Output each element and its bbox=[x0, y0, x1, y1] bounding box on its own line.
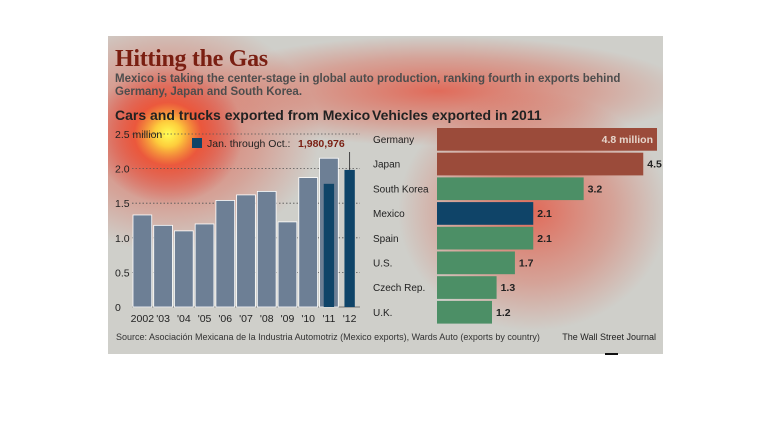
country-label: U.S. bbox=[373, 259, 392, 270]
bar-annual bbox=[132, 214, 153, 308]
y-tick-label: 2.5 million bbox=[115, 129, 162, 141]
y-tick-label: 1.5 bbox=[115, 198, 130, 210]
mexico-exports-chart: 0 0.5 1.0 1.5 2.0 2.5 million 2002'03 '04 '05 '06… bbox=[115, 129, 360, 325]
infographic: Hitting the Gas Mexico is taking the cen… bbox=[108, 36, 663, 354]
bar-country bbox=[437, 177, 584, 201]
value-label: 4.8 million bbox=[602, 134, 653, 146]
country-label: Japan bbox=[373, 160, 400, 171]
legend-value: 1,980,976 bbox=[298, 138, 345, 150]
bar-country bbox=[437, 276, 497, 299]
y-tick-label: 0.5 bbox=[115, 267, 130, 279]
y-tick-label: 0 bbox=[115, 302, 121, 314]
y-tick-label: 2.0 bbox=[115, 164, 130, 176]
country-label: Spain bbox=[373, 234, 399, 245]
x-tick-label: '10 bbox=[301, 313, 315, 325]
country-label: U.K. bbox=[373, 308, 392, 319]
bar-country bbox=[437, 202, 534, 225]
source-note: Source: Asociación Mexicana de la Indust… bbox=[116, 332, 540, 342]
credit: The Wall Street Journal bbox=[562, 332, 656, 342]
divider-mark bbox=[605, 353, 618, 355]
value-label: 2.1 bbox=[537, 233, 552, 245]
x-tick-label: '04 bbox=[177, 313, 191, 325]
value-label: 3.2 bbox=[588, 183, 603, 195]
bar-annual bbox=[256, 191, 277, 308]
x-tick-label: '08 bbox=[260, 313, 274, 325]
countries-chart-title: Vehicles exported in 2011 bbox=[372, 107, 542, 123]
bar-country bbox=[437, 251, 515, 275]
country-label: Mexico bbox=[373, 209, 405, 220]
legend-label: Jan. through Oct.: bbox=[207, 138, 290, 150]
country-label: Germany bbox=[373, 135, 414, 146]
bar-annual bbox=[153, 224, 173, 308]
chart-subtitle: Mexico is taking the center-stage in glo… bbox=[115, 73, 621, 98]
x-tick-label: 2002 bbox=[131, 313, 155, 325]
country-label: South Korea bbox=[373, 184, 429, 195]
bar-annual bbox=[174, 230, 194, 308]
value-label: 1.3 bbox=[501, 282, 516, 294]
bar-annual bbox=[236, 194, 256, 308]
country-label: Czech Rep. bbox=[373, 283, 425, 294]
bar-jan-oct bbox=[323, 183, 335, 307]
x-tick-label: '12 bbox=[343, 313, 357, 325]
chart-title: Hitting the Gas bbox=[115, 46, 268, 72]
mexico-chart-title: Cars and trucks exported from Mexico bbox=[115, 107, 371, 123]
bar-country bbox=[437, 152, 644, 176]
value-label: 2.1 bbox=[537, 208, 552, 220]
x-tick-label: '03 bbox=[156, 313, 170, 325]
value-label: 4.5 bbox=[647, 159, 662, 171]
x-tick-label: '06 bbox=[218, 313, 232, 325]
country-exports-chart: Germany 4.8 million Japan 4.5 South Korea 3.2… bbox=[373, 128, 662, 324]
bar-country bbox=[437, 226, 534, 250]
bar-annual bbox=[215, 200, 236, 308]
x-tick-label: '05 bbox=[198, 313, 212, 325]
y-tick-label: 1.0 bbox=[115, 233, 130, 245]
bar-annual bbox=[298, 177, 318, 308]
value-label: 1.2 bbox=[496, 307, 511, 319]
bar-annual bbox=[277, 221, 298, 308]
bar-country bbox=[437, 128, 657, 151]
legend-swatch bbox=[192, 138, 202, 148]
x-tick-label: '09 bbox=[281, 313, 295, 325]
x-tick-label: '07 bbox=[239, 313, 253, 325]
bar-country bbox=[437, 300, 492, 324]
bar-annual bbox=[194, 223, 215, 308]
x-tick-label: '11 bbox=[322, 313, 335, 325]
bar-jan-oct bbox=[344, 169, 355, 307]
value-label: 1.7 bbox=[519, 258, 534, 270]
